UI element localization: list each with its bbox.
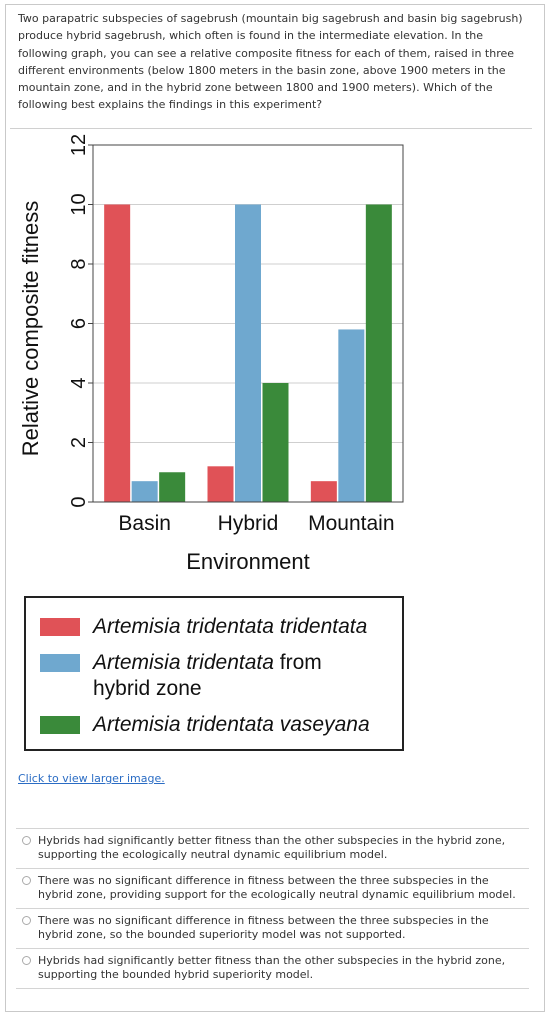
answer-text: There was no significant difference in f… [38,874,516,901]
legend-swatch-red [40,618,80,636]
y-tick-label: 12 [68,134,90,156]
answer-option-3[interactable]: There was no significant difference in f… [16,908,529,948]
view-larger-image-link[interactable]: Click to view larger image. [18,772,165,785]
y-tick-label: 2 [68,437,90,448]
fitness-bar-chart: 0 2 4 6 8 10 12 Basin Hybrid Mountain Relative c… [18,134,404,574]
question-text: Two parapatric subspecies of sagebrush (… [18,12,523,112]
legend-swatch-blue [40,654,80,672]
legend-item-tridentata: Artemisia tridentata tridentata [40,614,383,640]
bar-hybrid-series-2 [235,204,261,502]
answer-text: Hybrids had significantly better fitness… [38,954,506,981]
answer-option-1[interactable]: Hybrids had significantly better fitness… [16,828,529,868]
answer-text: There was no significant difference in f… [38,914,489,941]
legend-label-italic: Artemisia tridentata tridentata [93,615,368,638]
bar-hybrid-series-1 [207,466,234,502]
y-tick-label: 0 [68,496,90,507]
x-tick-label-hybrid: Hybrid [218,512,279,535]
x-tick-label-basin: Basin [118,512,171,535]
bar-mountain-series-3 [365,204,392,502]
legend-item-hybrid: Artemisia tridentata from hybrid zone [40,650,383,702]
radio-button[interactable] [22,836,31,845]
y-tick-label: 8 [68,258,90,269]
radio-button[interactable] [22,876,31,885]
answer-option-4[interactable]: Hybrids had significantly better fitness… [16,948,529,989]
legend-label-italic: Artemisia tridentata vaseyana [93,713,370,736]
answer-option-2[interactable]: There was no significant difference in f… [16,868,529,908]
answer-text: Hybrids had significantly better fitness… [38,834,506,861]
bar-basin-series-1 [104,204,131,502]
x-tick-label-mountain: Mountain [308,512,394,535]
bar-hybrid-series-3 [262,383,289,502]
legend-label-italic: Artemisia tridentata [93,651,274,674]
bar-mountain-series-1 [310,481,337,502]
question-divider [10,128,532,129]
question-panel [5,4,545,1012]
legend-swatch-green [40,716,80,734]
radio-button[interactable] [22,916,31,925]
bar-mountain-series-2 [338,329,365,502]
y-tick-label: 4 [68,377,90,388]
legend-item-vaseyana: Artemisia tridentata vaseyana [40,712,383,738]
radio-button[interactable] [22,956,31,965]
legend-label-rest: from hybrid zone [93,651,322,700]
answer-options: Hybrids had significantly better fitness… [16,828,529,989]
bar-basin-series-3 [159,472,186,502]
x-axis-label: Environment [186,549,310,574]
y-tick-label: 6 [68,318,90,329]
y-tick-label: 10 [68,193,90,215]
bar-basin-series-2 [131,481,158,502]
y-axis-label: Relative composite fitness [18,201,43,457]
chart-legend: Artemisia tridentata tridentata Artemisi… [24,596,404,751]
